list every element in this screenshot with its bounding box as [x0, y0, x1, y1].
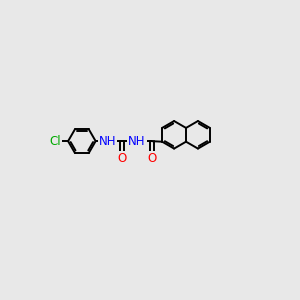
Text: O: O	[118, 152, 127, 165]
Text: O: O	[147, 152, 157, 165]
Text: Cl: Cl	[50, 135, 61, 148]
Text: NH: NH	[99, 135, 116, 148]
Text: NH: NH	[128, 135, 146, 148]
